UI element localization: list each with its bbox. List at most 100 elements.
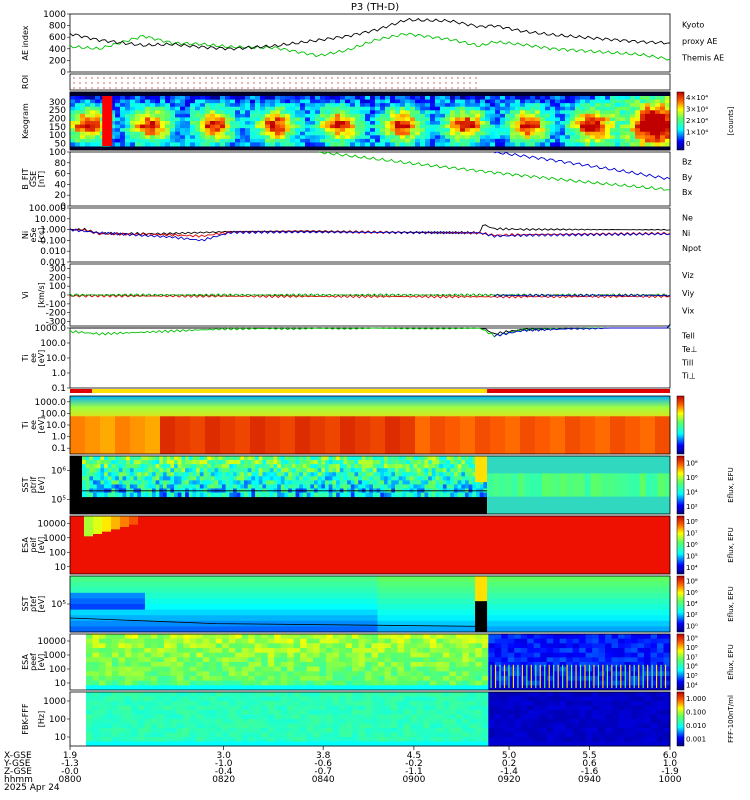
- heat-cell: [188, 492, 193, 498]
- heat-cell: [339, 638, 347, 644]
- heat-cell: [481, 671, 489, 677]
- heat-cell: [470, 113, 476, 118]
- heat-cell: [325, 472, 330, 477]
- heat-cell: [501, 643, 509, 649]
- heat-cell: [107, 581, 116, 588]
- heat-cell: [90, 138, 96, 143]
- heat-cell: [580, 110, 586, 115]
- heat-cell: [240, 99, 246, 104]
- heat-cell: [80, 142, 86, 147]
- roi-dot: [415, 77, 417, 79]
- heat-cell: [151, 456, 157, 461]
- heat-cell: [520, 652, 528, 658]
- heat-cell: [163, 676, 171, 682]
- roi-dot: [379, 87, 381, 89]
- heat-cell: [320, 124, 326, 129]
- heat-cell: [340, 598, 348, 605]
- heat-cell: [384, 685, 392, 691]
- heat-cell: [515, 110, 521, 115]
- heat-cell: [410, 685, 418, 691]
- heat-cell: [270, 110, 276, 115]
- heat-cell: [431, 492, 436, 498]
- heat-cell: [209, 685, 217, 691]
- heat-cell: [257, 576, 266, 583]
- heat-cell: [354, 480, 359, 485]
- heat-cell: [299, 492, 304, 498]
- heat-cell: [480, 142, 486, 147]
- heat-cell: [130, 131, 136, 136]
- heat-cell: [196, 662, 204, 668]
- heat-cell: [85, 460, 90, 465]
- heat-cell: [185, 128, 191, 133]
- heat-cell: [557, 598, 566, 605]
- heat-cell: [300, 671, 308, 677]
- heat-cell: [512, 609, 521, 616]
- heat-cell: [527, 648, 535, 654]
- heat-cell: [190, 121, 196, 126]
- heat-cell: [170, 142, 176, 147]
- heat-cell: [86, 662, 93, 668]
- heat-cell: [215, 138, 221, 143]
- heat-cell: [410, 142, 416, 147]
- heat-cell: [275, 131, 281, 136]
- heat-cell: [225, 460, 230, 465]
- heat-cell: [250, 576, 258, 583]
- heat-cell: [248, 666, 256, 672]
- heat-cell: [510, 121, 516, 126]
- heat-cell: [137, 634, 145, 640]
- heat-cell: [152, 626, 161, 633]
- heat-cell: [572, 598, 581, 605]
- heat-cell: [545, 121, 551, 126]
- heat-cell: [93, 484, 98, 489]
- heat-cell: [390, 131, 396, 136]
- heat-cell: [455, 103, 461, 108]
- heat-cell: [430, 587, 438, 594]
- roi-dot: [193, 82, 195, 84]
- heat-cell: [240, 142, 246, 147]
- heat-cell: [402, 464, 407, 469]
- heat-cell: [565, 113, 571, 118]
- heat-cell: [125, 106, 131, 111]
- heat-cell: [500, 99, 506, 104]
- heat-cell: [232, 468, 238, 473]
- y-tick-label: 0: [60, 68, 66, 78]
- heat-cell: [185, 99, 191, 104]
- heat-cell: [452, 604, 461, 611]
- heat-cell: [494, 685, 502, 691]
- heat-cell: [512, 626, 521, 633]
- heat-cell: [190, 103, 196, 108]
- heat-cell: [170, 460, 175, 465]
- heat-cell: [485, 117, 491, 122]
- heat-cell: [384, 676, 392, 682]
- heat-cell: [92, 643, 100, 649]
- heat-cell: [417, 456, 422, 461]
- heat-cell: [129, 492, 134, 498]
- heat-cell: [440, 138, 446, 143]
- heat-cell: [125, 131, 131, 136]
- roi-dot: [349, 87, 351, 89]
- heat-cell: [387, 460, 392, 465]
- heat-cell: [310, 476, 315, 481]
- heat-cell: [225, 106, 231, 111]
- heat-cell: [227, 598, 236, 605]
- heat-cell: [148, 472, 153, 477]
- heat-cell: [245, 117, 251, 122]
- heat-cell: [250, 587, 258, 594]
- heat-cell: [310, 117, 316, 122]
- heat-cell: [520, 634, 528, 640]
- heat-cell: [415, 626, 423, 633]
- heat-cell: [145, 604, 153, 611]
- heat-cell: [545, 135, 551, 140]
- heat-cell: [572, 652, 580, 658]
- legend-entry: Bx: [682, 188, 692, 197]
- heat-cell: [566, 662, 574, 668]
- heat-cell: [410, 643, 418, 649]
- heat-cell: [358, 468, 363, 473]
- heat-cell: [267, 671, 275, 677]
- heat-cell: [550, 117, 556, 122]
- heat-cell: [192, 492, 197, 498]
- colorbar-tick: 10⁸: [686, 518, 698, 526]
- heat-cell: [229, 492, 234, 498]
- heat-cell: [190, 128, 196, 133]
- heat-cell: [170, 476, 175, 481]
